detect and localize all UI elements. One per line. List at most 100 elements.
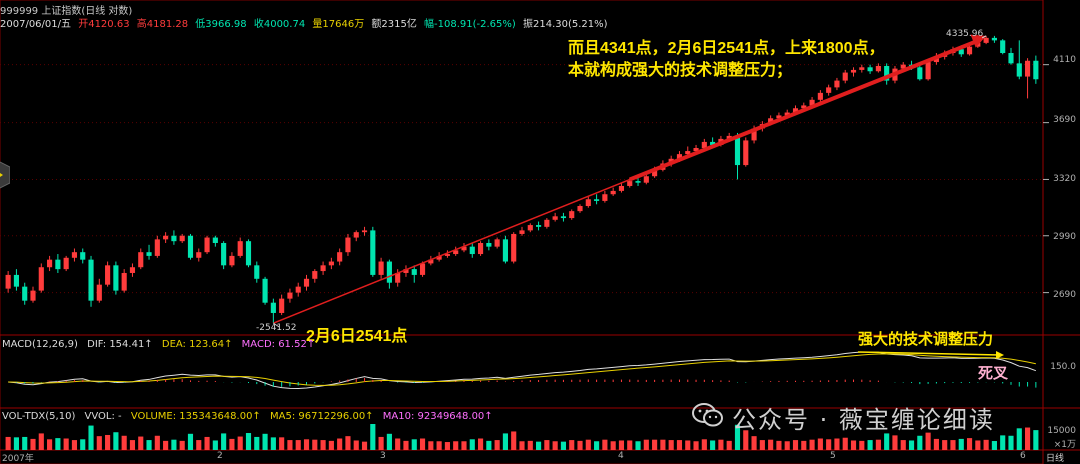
volume-bar bbox=[370, 424, 376, 450]
month-label-apr: 4 bbox=[618, 451, 624, 461]
low-point-label: -2541.52 bbox=[256, 323, 297, 333]
volume-bar bbox=[1024, 427, 1031, 450]
candle-body bbox=[792, 108, 799, 113]
volume-bar bbox=[287, 440, 293, 450]
candle-body bbox=[353, 232, 359, 238]
annotation-dead-cross: 死叉 bbox=[978, 364, 1009, 382]
candle-body bbox=[303, 278, 310, 287]
volume-bar bbox=[884, 433, 890, 450]
volume-bar bbox=[303, 439, 310, 450]
candle-body bbox=[900, 64, 906, 69]
volume-bar bbox=[544, 440, 550, 450]
volume-bar bbox=[47, 439, 53, 450]
volume-bar bbox=[187, 433, 194, 450]
volume-bar bbox=[718, 439, 724, 450]
candle-body bbox=[320, 265, 326, 272]
candle-body bbox=[129, 267, 136, 273]
annotation-low-point: 2月6日2541点 bbox=[306, 328, 408, 345]
candle-body bbox=[469, 246, 475, 255]
volume-bar bbox=[801, 440, 807, 450]
candle-body bbox=[295, 286, 301, 293]
volume-bar bbox=[486, 440, 492, 450]
volume-bar bbox=[759, 440, 765, 450]
candle-body bbox=[734, 135, 741, 166]
candle-body bbox=[312, 271, 318, 279]
date-readout: 2007/06/01/五 bbox=[0, 19, 72, 30]
month-label-jun: 6 bbox=[1020, 451, 1026, 461]
candle-body bbox=[146, 252, 152, 256]
side-nav-arrow-icon[interactable] bbox=[0, 158, 10, 192]
candle-body bbox=[212, 237, 218, 243]
volume-bar bbox=[469, 439, 475, 450]
volume-bar bbox=[22, 436, 28, 450]
pressure-arrowhead bbox=[996, 351, 1004, 359]
volume-bar bbox=[726, 440, 732, 450]
volume-bar bbox=[983, 439, 989, 450]
candle-body bbox=[884, 65, 890, 81]
volume-bar bbox=[826, 439, 832, 450]
volume-bar bbox=[461, 441, 467, 450]
candle-body bbox=[453, 250, 459, 255]
candle-body bbox=[361, 230, 368, 233]
candle-body bbox=[22, 286, 28, 301]
volume-bar bbox=[668, 440, 674, 450]
volume-bar bbox=[245, 433, 252, 450]
volume-bar bbox=[146, 440, 152, 450]
volume-bar bbox=[96, 436, 102, 450]
candle-body bbox=[113, 265, 119, 291]
candle-body bbox=[80, 252, 86, 260]
candle-body bbox=[71, 252, 78, 258]
volume-bar bbox=[411, 439, 417, 450]
candle-body bbox=[1008, 53, 1014, 64]
volume-bar bbox=[221, 433, 227, 450]
candle-body bbox=[403, 269, 409, 273]
volume-bar bbox=[809, 439, 815, 450]
candle-body bbox=[552, 216, 558, 220]
price-tick-4110: 4110 bbox=[1053, 55, 1076, 65]
volume-bar bbox=[353, 440, 359, 450]
price-tick-3320: 3320 bbox=[1053, 174, 1076, 184]
volume-bar bbox=[991, 441, 997, 450]
volume-bar bbox=[776, 440, 782, 450]
period-tab[interactable]: 日线 bbox=[1046, 454, 1065, 464]
candle-body bbox=[386, 261, 392, 283]
change-readout: 幅-108.91(-2.65%) bbox=[424, 19, 516, 30]
candle-body bbox=[502, 239, 508, 262]
volume-legend: VOL-TDX(5,10) VVOL: - VOLUME: 135343648.… bbox=[2, 411, 499, 422]
candle-body bbox=[610, 190, 616, 195]
volume-bar bbox=[966, 438, 973, 450]
volume-bar bbox=[660, 439, 666, 450]
candle-body bbox=[279, 298, 285, 313]
volume-bar bbox=[743, 430, 749, 450]
candle-body bbox=[262, 278, 268, 303]
amount-readout: 额2315亿 bbox=[371, 19, 417, 30]
candle-body bbox=[1000, 40, 1006, 54]
candle-body bbox=[38, 267, 44, 291]
candle-body bbox=[1016, 63, 1022, 77]
volume-bar bbox=[511, 431, 517, 450]
volume-bar bbox=[834, 438, 840, 450]
volume-bar bbox=[428, 441, 434, 450]
trend-line-thick bbox=[629, 38, 981, 182]
volume-bar bbox=[262, 433, 268, 450]
trend-line-thin bbox=[273, 178, 631, 324]
volume-bar bbox=[121, 435, 127, 450]
volume-bar bbox=[105, 434, 111, 450]
candle-body bbox=[635, 181, 641, 183]
candle-body bbox=[966, 46, 973, 55]
volume-bar bbox=[345, 436, 351, 450]
volume-bar bbox=[710, 440, 716, 450]
month-label-may: 5 bbox=[830, 451, 836, 461]
candle-body bbox=[809, 99, 815, 106]
candle-body bbox=[30, 290, 36, 301]
volume-bar bbox=[859, 440, 865, 450]
candle-body bbox=[784, 112, 790, 116]
volume-bar bbox=[254, 436, 260, 450]
candle-body bbox=[378, 261, 384, 275]
macd-value: MACD: 61.52↑ bbox=[241, 339, 316, 350]
candle-body bbox=[328, 261, 334, 266]
volume-bar bbox=[652, 439, 658, 450]
volume-bar bbox=[1008, 435, 1014, 450]
candle-body bbox=[163, 235, 169, 240]
volume-bar bbox=[361, 441, 368, 450]
